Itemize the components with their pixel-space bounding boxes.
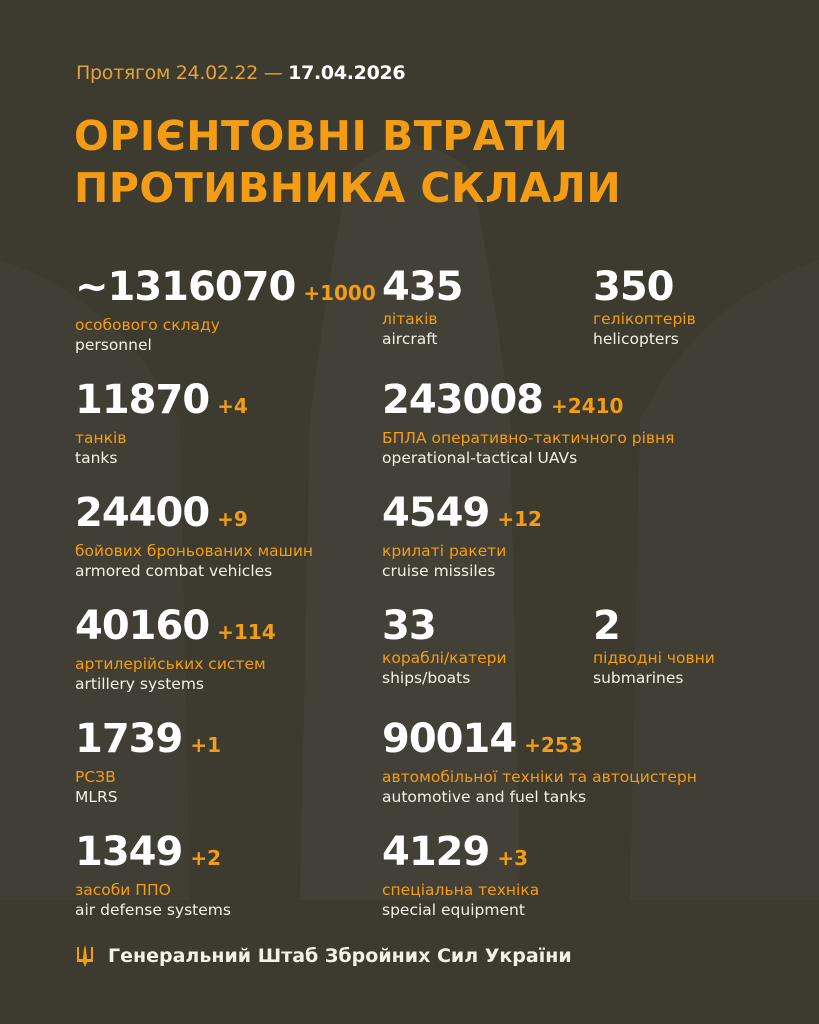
stat-helicopters: 350 гелікоптерів helicopters [593, 265, 696, 349]
stat-label-en: personnel [75, 336, 152, 354]
stat-label-en: MLRS [75, 788, 118, 806]
stat-value: 40160 +114 [75, 604, 276, 654]
stat-number: 11870 [75, 377, 210, 423]
stat-label-en: aircraft [382, 330, 438, 348]
stat-value: 4549 +12 [382, 491, 542, 541]
stat-value: 2 [593, 604, 715, 648]
stat-number: ~1316070 [75, 264, 296, 310]
stat-label-ua: засоби ППО [75, 881, 171, 899]
stat-label-en: ships/boats [382, 669, 471, 687]
stat-delta: +1000 [303, 281, 376, 305]
footer-text: Генеральний Штаб Збройних Сил України [108, 945, 572, 967]
stat-value: 435 [382, 265, 463, 309]
stat-label-ua: артилерійських систем [75, 655, 266, 673]
stat-value: 1739 +1 [75, 717, 221, 767]
period-end: 17.04.2026 [288, 62, 406, 84]
stat-label-en: operational-tactical UAVs [382, 449, 578, 467]
footer: Генеральний Штаб Збройних Сил України [76, 945, 572, 967]
stat-value: 90014 +253 [382, 717, 697, 767]
stat-value: 350 [593, 265, 696, 309]
stat-label-en: special equipment [382, 901, 525, 919]
stat-number: 4549 [382, 490, 490, 536]
stat-delta: +3 [497, 846, 529, 870]
stat-value: ~1316070 +1000 [75, 265, 376, 315]
stat-delta: +2 [190, 846, 222, 870]
stat-ships-boats: 33 кораблі/катери ships/boats [382, 604, 507, 688]
stat-label-en: armored combat vehicles [75, 562, 273, 580]
stat-label-ua: підводні човни [593, 649, 715, 667]
stat-operational-tactical-uavs: 243008 +2410 БПЛА оперативно-тактичного р… [382, 378, 674, 468]
stat-number: 4129 [382, 829, 490, 875]
stat-label-en: submarines [593, 669, 684, 687]
stat-delta: +253 [524, 733, 583, 757]
stat-tanks: 11870 +4 танків tanks [75, 378, 248, 468]
stat-delta: +2410 [551, 394, 624, 418]
stat-label-ua: особового складу [75, 316, 220, 334]
stat-value: 1349 +2 [75, 830, 231, 880]
stat-label-ua: БПЛА оперативно-тактичного рівня [382, 429, 675, 447]
stat-label-ua: РСЗВ [75, 768, 116, 786]
stat-number: 2 [593, 603, 621, 649]
stat-label-en: helicopters [593, 330, 679, 348]
stat-number: 1739 [75, 716, 183, 762]
stat-delta: +114 [217, 620, 276, 644]
stat-value: 24400 +9 [75, 491, 313, 541]
stat-value: 4129 +3 [382, 830, 539, 880]
stat-mlrs: 1739 +1 РСЗВ MLRS [75, 717, 221, 807]
title-line-2: ПРОТИВНИКА СКЛАЛИ [74, 164, 622, 212]
title-line-1: ОРІЄНТОВНІ ВТРАТИ [74, 112, 569, 160]
trident-icon [77, 945, 93, 967]
period: Протягом 24.02.22 — 17.04.2026 [76, 62, 406, 84]
stat-number: 24400 [75, 490, 210, 536]
stat-aircraft: 435 літаків aircraft [382, 265, 463, 349]
stat-delta: +4 [217, 394, 248, 418]
stat-label-ua: бойових броньованих машин [75, 542, 314, 560]
stat-label-ua: спеціальна техніка [382, 881, 540, 899]
stat-label-en: automotive and fuel tanks [382, 788, 587, 806]
stat-submarines: 2 підводні човни submarines [593, 604, 715, 688]
stat-number: 40160 [75, 603, 210, 649]
stat-label-ua: крилаті ракети [382, 542, 507, 560]
stat-personnel: ~1316070 +1000 особового складу personnel [75, 265, 376, 355]
period-start: Протягом 24.02.22 — [76, 62, 283, 84]
page-title: ОРІЄНТОВНІ ВТРАТИ ПРОТИВНИКА СКЛАЛИ [74, 110, 621, 214]
stat-label-en: air defense systems [75, 901, 231, 919]
stat-label-en: tanks [75, 449, 118, 467]
stat-label-ua: танків [75, 429, 127, 447]
stat-delta: +1 [190, 733, 222, 757]
stat-label-ua: літаків [382, 310, 438, 328]
stat-value: 33 [382, 604, 507, 648]
stat-armored-combat-vehicles: 24400 +9 бойових броньованих машин armore… [75, 491, 313, 581]
stat-number: 243008 [382, 377, 544, 423]
stat-number: 1349 [75, 829, 183, 875]
stat-label-ua: автомобільної техніки та автоцистерн [382, 768, 697, 786]
stat-number: 435 [382, 264, 463, 310]
stat-number: 90014 [382, 716, 517, 762]
stat-delta: +12 [497, 507, 542, 531]
stat-delta: +9 [217, 507, 248, 531]
stat-value: 11870 +4 [75, 378, 248, 428]
stat-value: 243008 +2410 [382, 378, 674, 428]
stat-automotive-and-fuel-tanks: 90014 +253 автомобільної техніки та автоц… [382, 717, 697, 807]
stat-label-ua: кораблі/катери [382, 649, 507, 667]
stat-number: 33 [382, 603, 437, 649]
stat-label-en: cruise missiles [382, 562, 496, 580]
stat-air-defense-systems: 1349 +2 засоби ППО air defense systems [75, 830, 231, 920]
stat-cruise-missiles: 4549 +12 крилаті ракети cruise missiles [382, 491, 542, 581]
stat-label-en: artillery systems [75, 675, 204, 693]
stat-artillery-systems: 40160 +114 артилерійських систем artiller… [75, 604, 276, 694]
stat-label-ua: гелікоптерів [593, 310, 696, 328]
stat-special-equipment: 4129 +3 спеціальна техніка special equipm… [382, 830, 539, 920]
stat-number: 350 [593, 264, 674, 310]
